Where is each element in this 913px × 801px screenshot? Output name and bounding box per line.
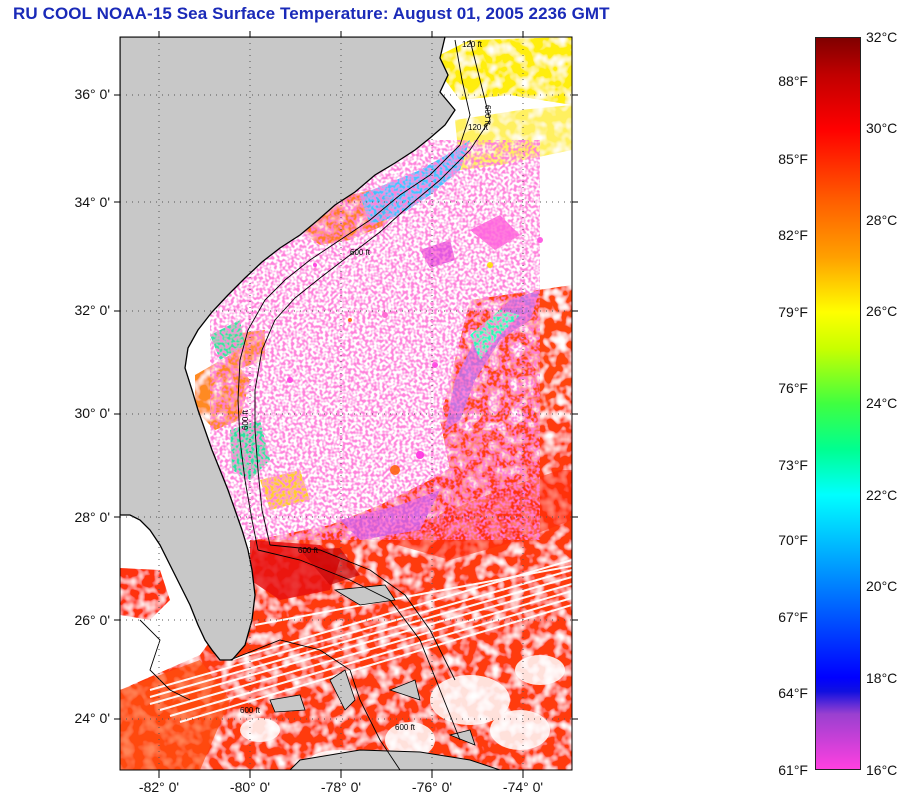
x-tick-label: -76° 0'	[411, 779, 453, 795]
colorbar-celsius-label: 32°C	[866, 29, 898, 45]
colorbar-fahrenheit-label: 85°F	[778, 151, 808, 167]
axis-ticks	[114, 31, 578, 778]
colorbar-fahrenheit-label: 76°F	[778, 380, 808, 396]
colorbar-fahrenheit-label: 67°F	[778, 609, 808, 625]
contour-label: 600 ft	[350, 248, 371, 257]
y-tick-label: 32° 0'	[74, 302, 110, 318]
colorbar-celsius-label: 18°C	[866, 670, 898, 686]
contour-label: 600 ft	[298, 546, 319, 555]
islands	[269, 584, 476, 746]
contour-label: 600 ft	[483, 105, 492, 126]
y-tick-label: 28° 0'	[74, 509, 110, 525]
land-us-southeast	[120, 37, 456, 661]
contour-label: 120 ft	[462, 40, 483, 49]
graticule	[120, 37, 572, 770]
colorbar-celsius-label: 24°C	[866, 395, 898, 411]
page-title: RU COOL NOAA-15 Sea Surface Temperature:…	[13, 4, 610, 23]
colorbar-celsius-label: 16°C	[866, 762, 898, 778]
colorbar-celsius-label: 22°C	[866, 487, 898, 503]
colorbar-fahrenheit-label: 82°F	[778, 227, 808, 243]
temperature-colorbar	[815, 37, 861, 770]
y-tick-label: 24° 0'	[74, 710, 110, 726]
y-tick-label: 34° 0'	[74, 194, 110, 210]
colorbar-fahrenheit-label: 70°F	[778, 532, 808, 548]
colorbar-celsius-label: 30°C	[866, 120, 898, 136]
colorbar-fahrenheit-label: 61°F	[778, 762, 808, 778]
x-tick-label: -74° 0'	[502, 779, 544, 795]
contour-label: 600 ft	[241, 409, 250, 430]
x-tick-label: -82° 0'	[138, 779, 180, 795]
contour-label: 600 ft	[240, 706, 261, 715]
colorbar-fahrenheit-label: 88°F	[778, 73, 808, 89]
colorbar-fahrenheit-label: 73°F	[778, 457, 808, 473]
contour-labels: 120 ft 600 ft 120 ft 600 ft 600 ft 600 f…	[240, 40, 492, 732]
land-cuba	[289, 749, 501, 770]
speckle-patches	[287, 237, 543, 475]
contour-label: 120 ft	[468, 123, 489, 132]
y-tick-label: 36° 0'	[74, 86, 110, 102]
colorbar-celsius-label: 26°C	[866, 303, 898, 319]
bathymetry-contours	[139, 39, 491, 770]
colorbar-celsius-label: 28°C	[866, 212, 898, 228]
map-frame	[119, 36, 573, 771]
x-tick-label: -78° 0'	[320, 779, 362, 795]
colorbar-fahrenheit-label: 64°F	[778, 685, 808, 701]
colorbar-celsius-label: 20°C	[866, 578, 898, 594]
contour-label: 600 ft	[395, 723, 416, 732]
swath-gap	[149, 559, 572, 723]
y-tick-label: 30° 0'	[74, 405, 110, 421]
y-tick-label: 26° 0'	[74, 612, 110, 628]
x-tick-label: -80° 0'	[229, 779, 271, 795]
colorbar-fahrenheit-label: 79°F	[778, 304, 808, 320]
